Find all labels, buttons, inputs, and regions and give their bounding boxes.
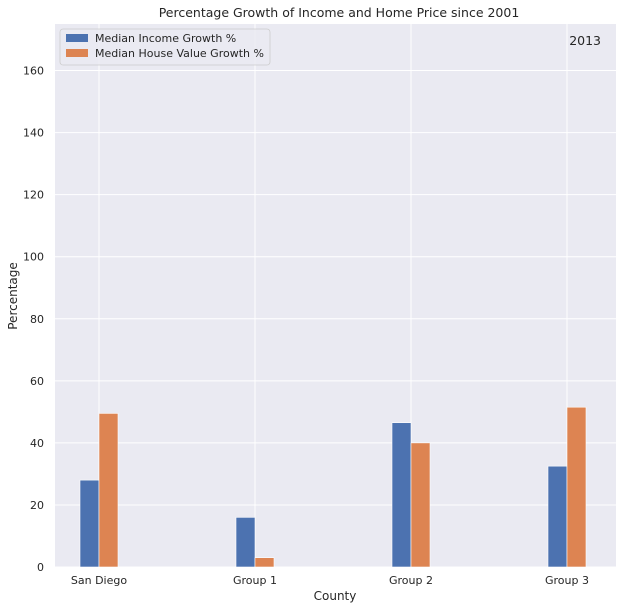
- y-axis-label: Percentage: [6, 262, 20, 330]
- y-tick-label: 20: [30, 499, 44, 512]
- legend-label-income: Median Income Growth %: [95, 32, 236, 45]
- x-axis-label: County: [314, 589, 357, 603]
- plot-background: [55, 24, 616, 567]
- y-tick-labels: 0 20 40 60 80 100 120 140 160: [23, 65, 44, 574]
- y-tick-label: 60: [30, 375, 44, 388]
- y-tick-label: 160: [23, 65, 44, 78]
- bar-income: [547, 465, 568, 568]
- x-tick-labels: San Diego Group 1 Group 2 Group 3: [71, 574, 589, 587]
- chart-annotation: 2013: [569, 33, 601, 48]
- bar-income: [235, 517, 256, 568]
- legend-box: [59, 28, 271, 66]
- bar-income: [79, 479, 100, 568]
- x-tick-label: Group 3: [545, 574, 589, 587]
- chart-title: Percentage Growth of Income and Home Pri…: [159, 5, 520, 20]
- y-tick-label: 140: [23, 127, 44, 140]
- legend-swatch-income: [66, 34, 88, 42]
- bar-house-value: [98, 413, 119, 568]
- bar-house-value: [254, 557, 275, 568]
- y-tick-label: 40: [30, 437, 44, 450]
- x-tick-label: San Diego: [71, 574, 127, 587]
- bars-layer: [79, 406, 587, 568]
- bar-house-value: [566, 406, 587, 568]
- y-tick-label: 100: [23, 251, 44, 264]
- x-tick-label: Group 1: [233, 574, 277, 587]
- bar-income: [391, 422, 412, 568]
- bar-house-value: [410, 442, 431, 568]
- y-tick-label: 80: [30, 313, 44, 326]
- legend-label-house-value: Median House Value Growth %: [95, 47, 264, 60]
- x-tick-label: Group 2: [389, 574, 433, 587]
- y-tick-label: 0: [37, 561, 44, 574]
- legend-swatch-house-value: [66, 49, 88, 57]
- legend: Median Income Growth % Median House Valu…: [59, 28, 271, 66]
- y-tick-label: 120: [23, 189, 44, 202]
